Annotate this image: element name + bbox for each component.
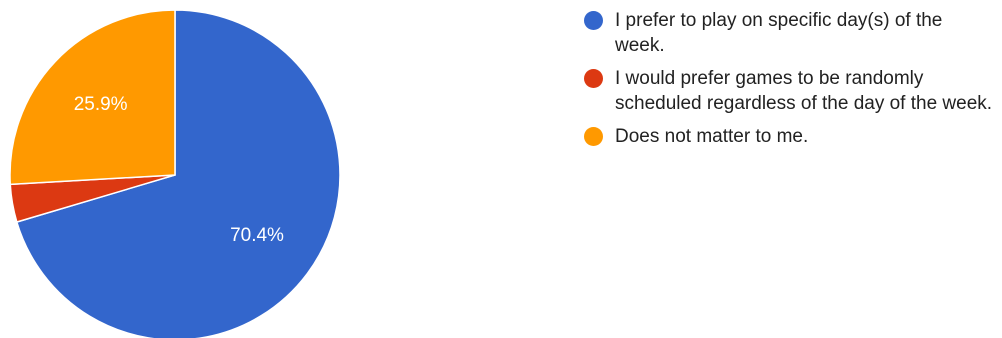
legend-dot-icon xyxy=(584,127,603,146)
legend-dot-icon xyxy=(584,69,603,88)
pie-slice-labels: 70.4% 25.9% xyxy=(74,94,284,246)
legend-item[interactable]: I would prefer games to be randomly sche… xyxy=(584,66,996,116)
legend-item[interactable]: Does not matter to me. xyxy=(584,124,996,149)
legend-label: I prefer to play on specific day(s) of t… xyxy=(615,10,943,56)
pie-chart: 70.4% 25.9% xyxy=(9,9,341,338)
pie-slice[interactable] xyxy=(15,9,341,338)
legend-label: Does not matter to me. xyxy=(615,126,809,147)
slice-value-label: 25.9% xyxy=(74,94,128,115)
legend-dot-icon xyxy=(584,11,603,30)
pie-slice[interactable] xyxy=(9,9,176,186)
slice-value-label: 70.4% xyxy=(230,225,284,246)
pie-slices xyxy=(9,9,341,338)
legend-item[interactable]: I prefer to play on specific day(s) of t… xyxy=(584,8,996,58)
legend: I prefer to play on specific day(s) of t… xyxy=(584,8,996,157)
legend-label: I would prefer games to be randomly sche… xyxy=(615,68,993,114)
